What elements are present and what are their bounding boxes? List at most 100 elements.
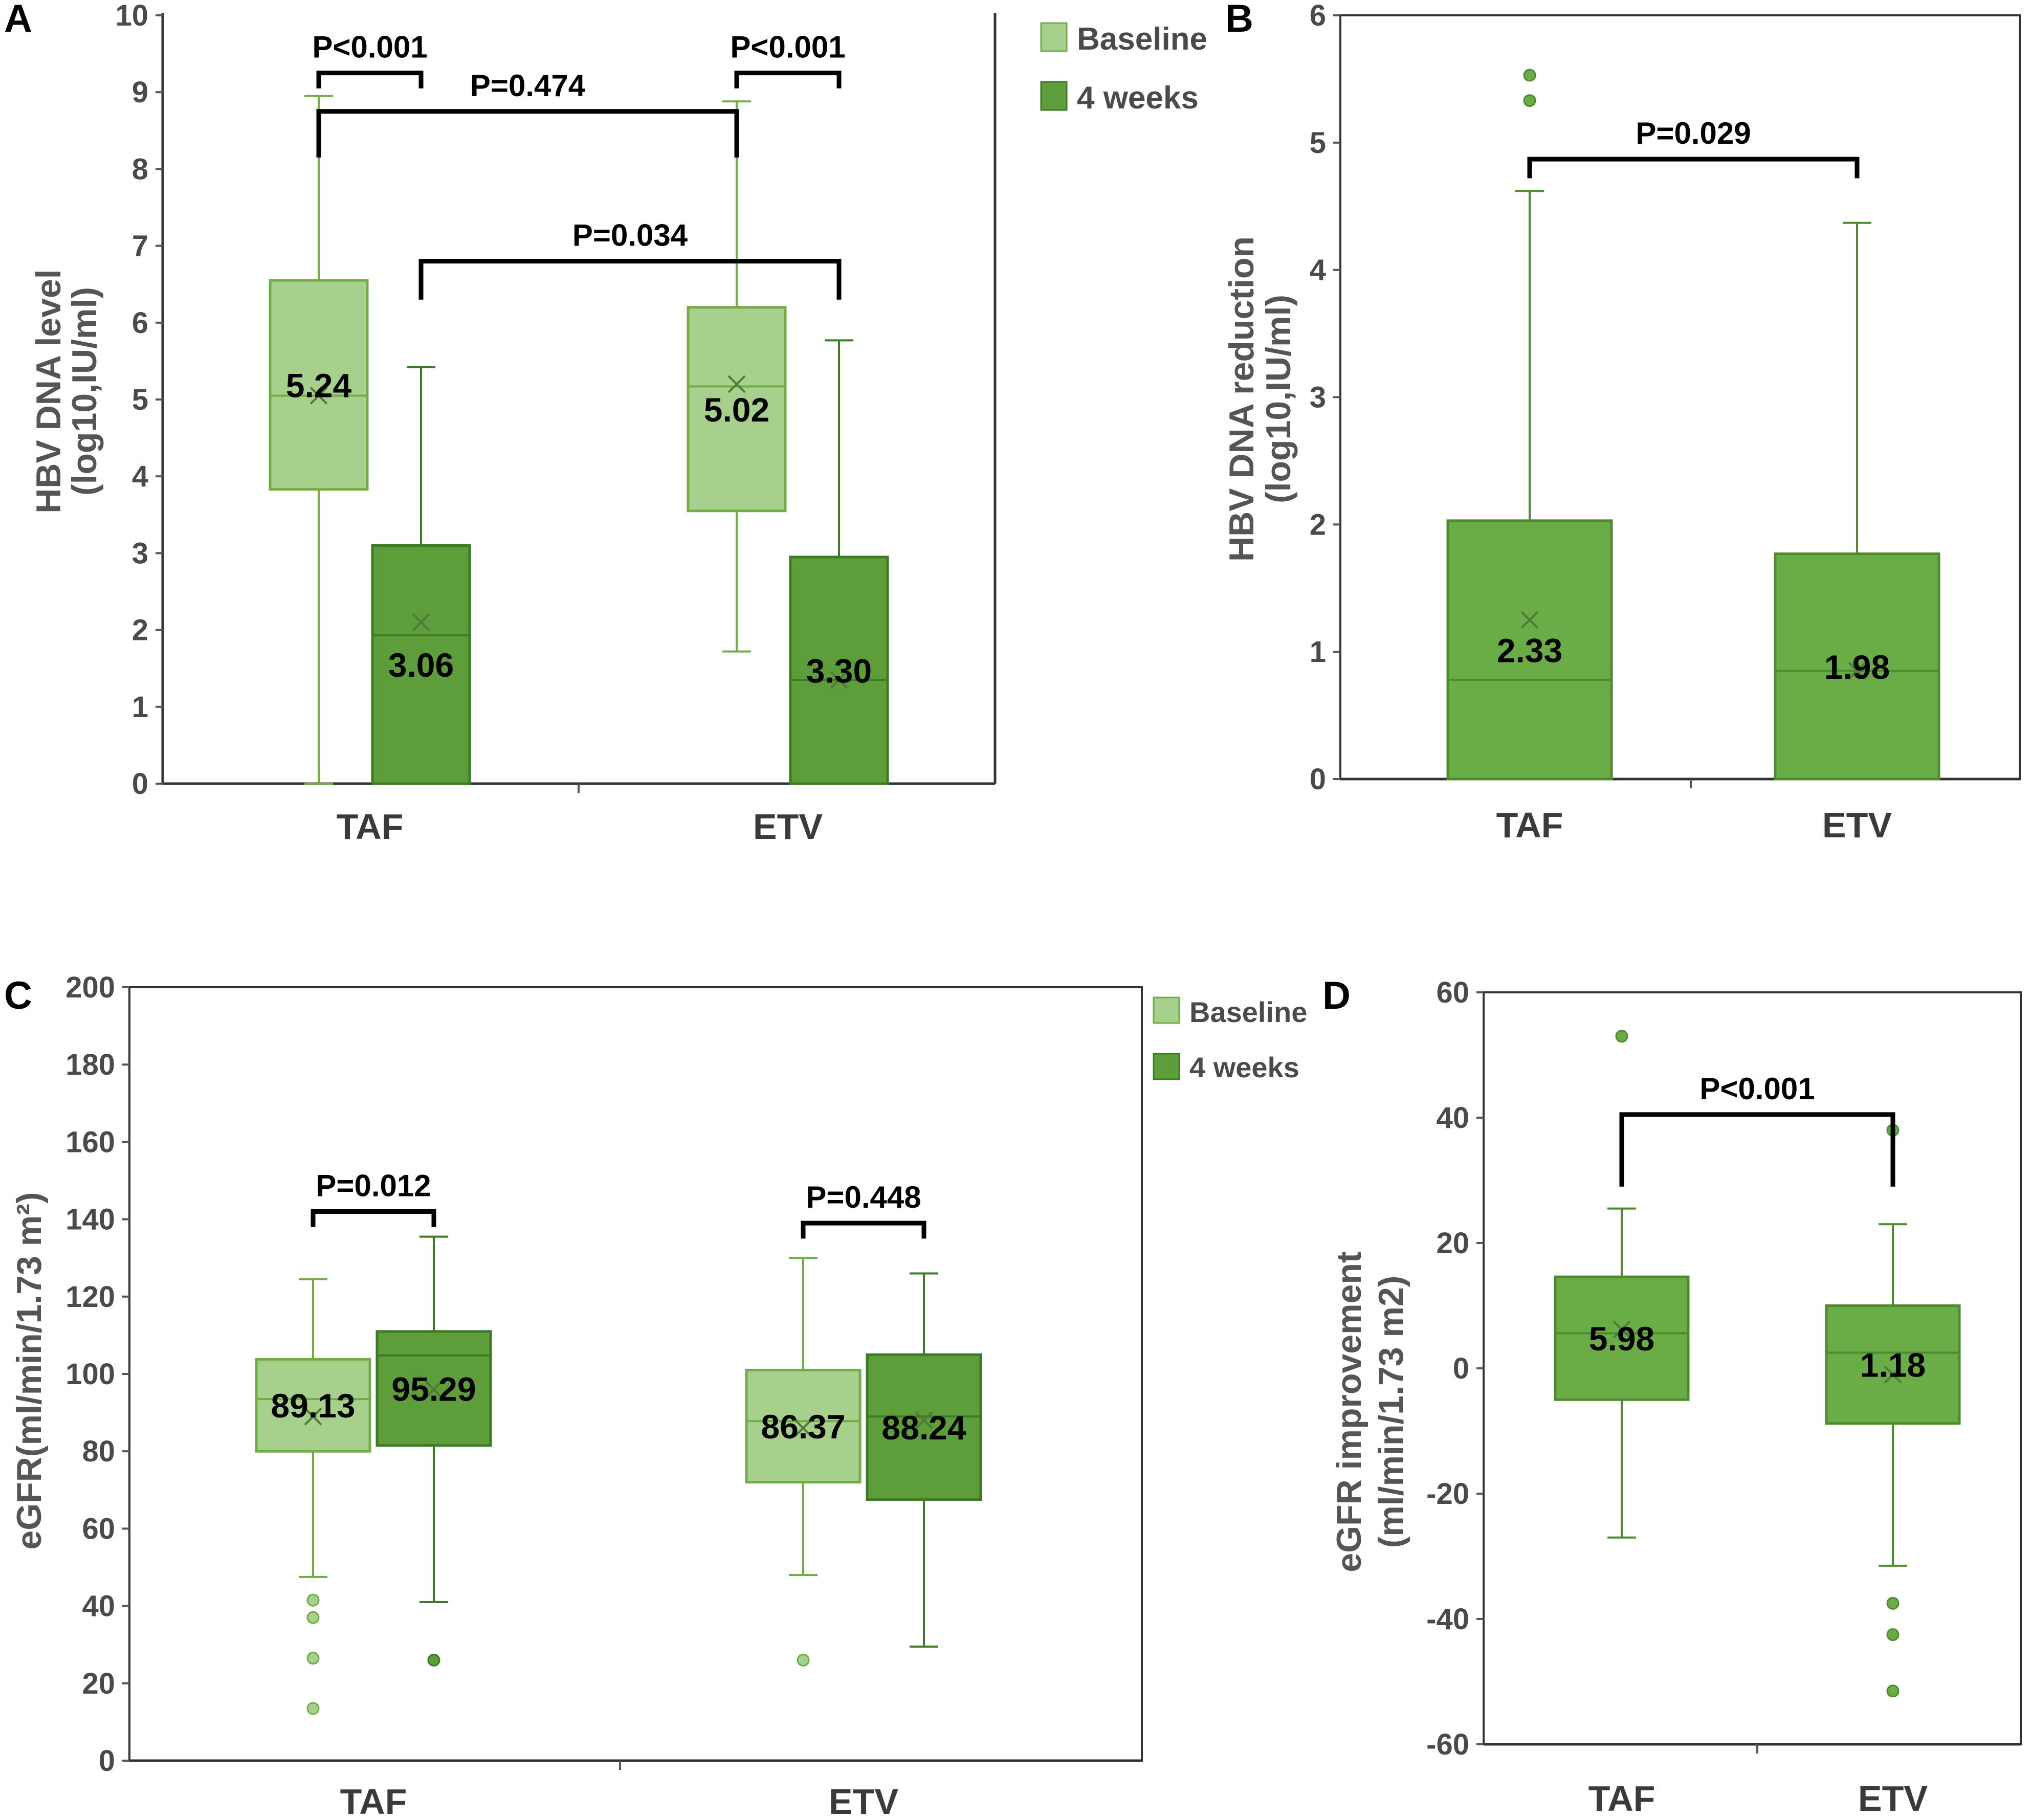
box-value-label: 86.37 xyxy=(761,1408,845,1446)
y-tick-label: 1 xyxy=(132,691,148,724)
box-value-label: 89.13 xyxy=(271,1387,355,1425)
y-tick-label: 80 xyxy=(82,1435,115,1468)
box-value-label: 88.24 xyxy=(881,1409,966,1447)
box-iqr xyxy=(371,544,471,785)
box-value-label: 3.30 xyxy=(806,652,872,690)
panel-c-egfr-chart: C eGFR(ml/min/1.73 m²) 0 20 40 60 80 100 120 14… xyxy=(4,971,1143,1820)
y-tick-label: 20 xyxy=(82,1667,115,1700)
significance-bracket: P<0.001 xyxy=(730,30,846,88)
y-tick-label: 100 xyxy=(65,1358,115,1391)
x-tick-label: ETV xyxy=(753,807,823,847)
y-tick-label: 10 xyxy=(115,0,148,32)
y-axis-label-units: (ml/min/1.73 m2) xyxy=(1372,1276,1410,1548)
y-tick-label: 20 xyxy=(1436,1227,1469,1260)
y-tick-label: 140 xyxy=(65,1203,115,1236)
p-value-label: P=0.012 xyxy=(316,1168,431,1203)
box-iqr xyxy=(745,1368,862,1484)
box-iqr xyxy=(789,556,889,785)
y-axis-label: HBV DNA reduction xyxy=(1222,236,1261,562)
outlier-point xyxy=(1615,1030,1628,1043)
y-tick-label: 6 xyxy=(1310,0,1326,32)
panel-label: C xyxy=(4,974,32,1017)
y-tick-label: 160 xyxy=(65,1125,115,1159)
outlier-point xyxy=(797,1653,810,1667)
y-tick-label: 2 xyxy=(1310,508,1326,541)
legend-label-baseline: Baseline xyxy=(1189,996,1307,1028)
y-tick-label: 5 xyxy=(132,383,148,416)
p-value-label: P=0.029 xyxy=(1636,116,1751,150)
outlier-point xyxy=(306,1611,320,1624)
plot-area: 0 1 2 3 4 5 6 7 8 9 10 TAF ETV 5.24 5.02 3.06 3.30 P<0.00… xyxy=(115,0,997,847)
mean-marker xyxy=(727,375,746,393)
legend-top: Baseline 4 weeks xyxy=(1040,21,1207,116)
y-tick-label: 0 xyxy=(1453,1352,1469,1385)
mean-marker xyxy=(1848,662,1866,680)
p-value-label: P=0.474 xyxy=(470,69,586,103)
mean-marker xyxy=(310,387,328,405)
plot-area: 0 1 2 3 4 5 6 TAF ETV 2.33 1.98 P=0.029 xyxy=(1310,0,2021,845)
p-value-label: P<0.001 xyxy=(1699,1072,1815,1106)
y-tick-label: 7 xyxy=(132,230,148,263)
outlier-point xyxy=(1886,1628,1900,1641)
y-tick-label: -40 xyxy=(1426,1603,1469,1636)
box-iqr xyxy=(1446,519,1613,781)
x-tick-label: TAF xyxy=(1496,805,1563,845)
box-iqr xyxy=(1825,1304,1961,1425)
y-tick-label: 0 xyxy=(132,767,148,801)
box-iqr xyxy=(1554,1275,1690,1401)
legend-swatch-baseline xyxy=(1040,22,1068,52)
box-value-label: 5.98 xyxy=(1589,1320,1654,1358)
x-tick-label: TAF xyxy=(337,807,404,847)
y-tick-label: 4 xyxy=(132,460,148,493)
x-tick-label: ETV xyxy=(1822,805,1892,845)
y-tick-label: 2 xyxy=(132,614,148,647)
box-iqr xyxy=(687,306,787,513)
y-tick-label: 180 xyxy=(65,1048,115,1081)
bracket-line xyxy=(418,259,842,300)
y-tick-label: 200 xyxy=(65,971,115,1004)
y-axis-label: HBV DNA level xyxy=(29,269,68,513)
box-iqr xyxy=(255,1358,371,1453)
y-tick-label: -20 xyxy=(1426,1477,1469,1511)
y-tick-label: 0 xyxy=(99,1744,115,1778)
y-tick-label: 3 xyxy=(132,537,148,570)
x-tick-label: TAF xyxy=(1588,1779,1655,1818)
x-tick-label: TAF xyxy=(340,1782,407,1820)
y-tick-label: 5 xyxy=(1310,126,1326,160)
plot-area: -60 -40 -20 0 20 40 60 TAF ETV 5.98 1.18 P<0.001 xyxy=(1426,976,2022,1818)
y-tick-label: 120 xyxy=(65,1280,115,1314)
significance-bracket: P=0.448 xyxy=(801,1180,926,1239)
outlier-point xyxy=(306,1652,320,1665)
legend-label-baseline: Baseline xyxy=(1077,21,1207,57)
panel-label: A xyxy=(4,0,32,40)
bracket-line xyxy=(1527,157,1860,179)
box-value-label: 5.24 xyxy=(286,366,352,404)
y-axis-label: eGFR(ml/min/1.73 m²) xyxy=(10,1192,49,1549)
box-weeks-etv: 88.24 xyxy=(866,1272,982,1648)
box-iqr xyxy=(269,279,369,491)
panel-b-hbv-dna-reduction-chart: B HBV DNA reduction (log10,IU/ml) 0 1 2 3 4 5… xyxy=(1222,0,2021,845)
box-iqr xyxy=(866,1353,982,1501)
significance-bracket: P<0.001 xyxy=(1619,1072,1895,1187)
box-value-label: 1.98 xyxy=(1824,648,1890,686)
mean-marker xyxy=(794,1419,812,1437)
mean-marker xyxy=(425,1380,443,1399)
outlier-point xyxy=(1886,1684,1900,1698)
p-value-label: P<0.001 xyxy=(312,30,427,64)
y-axis-label: eGFR improvement xyxy=(1330,1251,1368,1572)
mean-marker xyxy=(412,613,430,631)
outlier-point xyxy=(427,1653,440,1667)
panel-d-egfr-improvement-chart: D eGFR improvement (ml/min/1.73 m2) -60-… xyxy=(1322,974,2022,1818)
p-value-label: P<0.001 xyxy=(730,30,845,64)
plot-area: 0 20 40 60 80 100 120 140 160 180 200 TAF ETV 89.13 86… xyxy=(65,971,1143,1820)
mean-marker xyxy=(1520,611,1539,629)
legend-label-4-weeks: 4 weeks xyxy=(1077,80,1199,116)
bracket-line xyxy=(311,1209,436,1227)
box-value-label: 3.06 xyxy=(388,646,454,684)
y-tick-label: 8 xyxy=(132,152,148,186)
y-tick-label: 0 xyxy=(1310,763,1326,796)
y-tick-label: 1 xyxy=(1310,635,1326,669)
outlier-point xyxy=(1523,69,1536,82)
y-tick-label: 60 xyxy=(82,1512,115,1545)
legend-swatch-baseline xyxy=(1153,996,1180,1024)
